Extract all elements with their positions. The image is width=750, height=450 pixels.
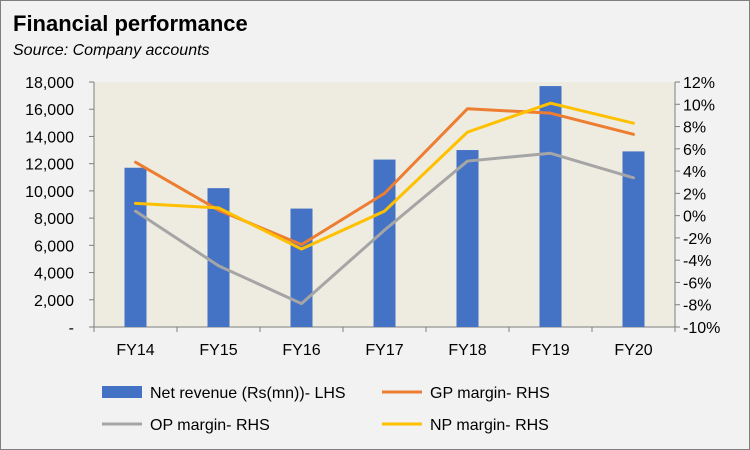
left-axis-tick-label: 12,000 [25,157,74,174]
right-axis-tick-label: -8% [683,298,711,315]
line-gp-margin [134,107,635,247]
left-axis-tick-label: - [69,320,74,337]
bar-fy18 [456,150,479,327]
right-axis-tick-label: -6% [683,275,711,292]
left-axis-tick-label: 6,000 [34,238,74,255]
right-axis-tick-label: 12% [683,75,715,92]
left-axis-tick-label: 18,000 [25,75,74,92]
right-axis-tick-label: 4% [683,164,706,181]
right-axis-tick-label: 10% [683,97,715,114]
left-axis-tick-label: 8,000 [34,211,74,228]
bar-fy15 [207,188,230,327]
line-op-margin [134,151,635,306]
legend-swatch-net-revenue-rs-mn [102,386,142,398]
chart-title: Financial performance [13,11,248,36]
left-axis-tick-label: 16,000 [25,102,74,119]
left-axis-tick-label: 14,000 [25,129,74,146]
x-axis-tick-label: FY16 [282,342,320,359]
right-axis-tick-label: 0% [683,209,706,226]
left-axis-tick-label: 2,000 [34,293,74,310]
bar-fy19 [539,86,562,327]
line-np-margin [134,101,635,251]
bar-fy17 [373,159,396,327]
x-axis-tick-label: FY14 [116,342,154,359]
bar-fy16 [290,208,313,327]
bar-fy14 [124,167,147,327]
legend-label-gp-margin: GP margin- RHS [430,385,550,402]
right-axis-tick-label: -4% [683,253,711,270]
legend-label-op-margin: OP margin- RHS [150,417,270,434]
x-axis-tick-label: FY15 [199,342,237,359]
legend-label-np-margin: NP margin- RHS [430,417,549,434]
x-axis-tick-label: FY17 [365,342,403,359]
x-axis-tick-label: FY19 [531,342,569,359]
legend-label-net-revenue-rs-mn: Net revenue (Rs(mn))- LHS [150,385,346,402]
right-axis-tick-label: -10% [683,320,720,337]
right-axis-tick-label: -2% [683,231,711,248]
right-axis-tick-label: 2% [683,186,706,203]
left-axis-tick-label: 4,000 [34,266,74,283]
bar-fy20 [622,151,645,327]
right-axis-tick-label: 6% [683,142,706,159]
x-axis-tick-label: FY20 [614,342,652,359]
chart-subtitle: Source: Company accounts [13,42,210,59]
x-axis-tick-label: FY18 [448,342,486,359]
left-axis-tick-label: 10,000 [25,184,74,201]
right-axis-tick-label: 8% [683,120,706,137]
